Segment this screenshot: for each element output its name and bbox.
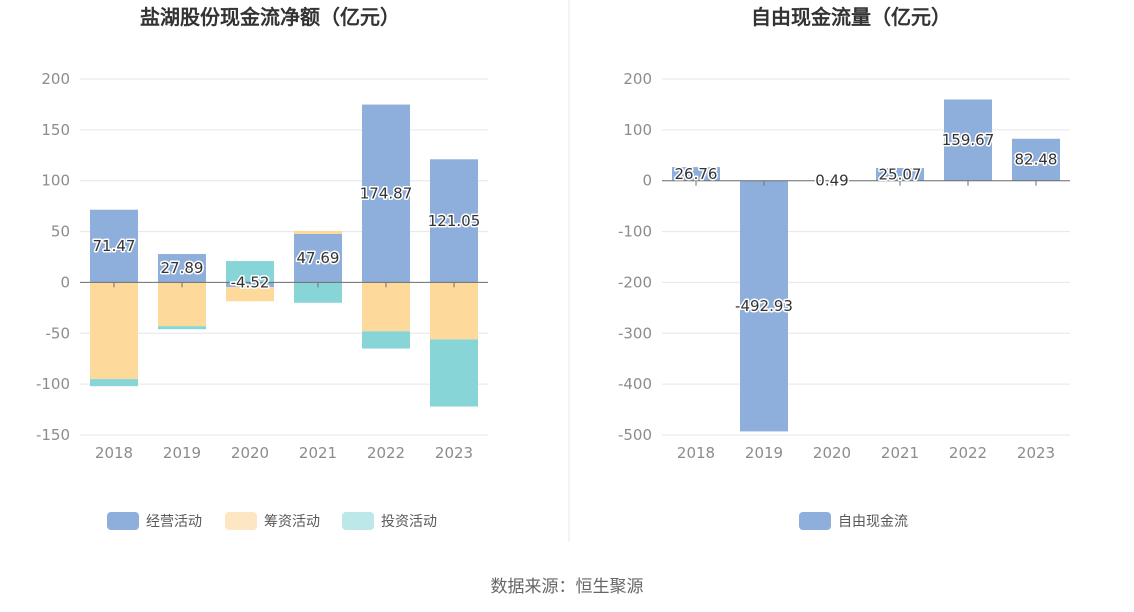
bar xyxy=(430,159,478,283)
x-tick-label: 2020 xyxy=(813,444,851,462)
x-tick-label: 2022 xyxy=(949,444,987,462)
bar xyxy=(740,180,788,432)
x-tick-label: 2020 xyxy=(231,444,269,462)
legend-swatch xyxy=(225,512,257,530)
bar xyxy=(158,254,206,283)
bar xyxy=(1012,138,1060,181)
bar xyxy=(158,326,206,330)
bar xyxy=(158,282,206,327)
bar xyxy=(90,282,138,380)
x-tick-label: 2021 xyxy=(881,444,919,462)
y-tick-label: 200 xyxy=(623,70,652,88)
bar xyxy=(430,282,478,340)
data-label: 0.49 xyxy=(815,172,848,190)
bar xyxy=(90,379,138,387)
y-tick-label: -200 xyxy=(618,273,652,291)
bar xyxy=(362,104,410,283)
bar xyxy=(362,282,410,332)
legend-swatch xyxy=(799,512,831,530)
x-tick-label: 2018 xyxy=(677,444,715,462)
y-tick-label: -150 xyxy=(36,426,70,444)
y-tick-label: -100 xyxy=(618,223,652,241)
data-label: 82.48 xyxy=(1015,151,1058,169)
free-cash-flow-chart: 200 100 0 -100 -200 -300 -400 -500 2018 2019 2020 2… xyxy=(618,70,1070,530)
y-tick-label: -50 xyxy=(46,324,71,342)
x-tick-label: 2023 xyxy=(435,444,473,462)
data-label: 47.69 xyxy=(297,249,340,267)
y-tick-label: -500 xyxy=(618,426,652,444)
data-label: 71.47 xyxy=(93,237,136,255)
bar xyxy=(876,167,924,181)
data-label: 174.87 xyxy=(360,184,413,202)
data-label: -492.93 xyxy=(735,297,793,315)
data-label: 159.67 xyxy=(942,131,995,149)
right-chart-title: 自由现金流量（亿元） xyxy=(751,5,951,29)
y-tick-label: -300 xyxy=(618,324,652,342)
y-tick-label: 150 xyxy=(41,121,70,139)
data-label: -4.52 xyxy=(231,273,270,291)
x-tick-label: 2019 xyxy=(163,444,201,462)
x-tick-label: 2023 xyxy=(1017,444,1055,462)
y-tick-label: 200 xyxy=(41,70,70,88)
bar xyxy=(90,209,138,283)
x-tick-label: 2021 xyxy=(299,444,337,462)
legend-swatch xyxy=(342,512,374,530)
x-tick-label: 2022 xyxy=(367,444,405,462)
legend-label: 自由现金流 xyxy=(838,514,908,530)
bar xyxy=(226,261,274,283)
y-tick-label: 50 xyxy=(51,223,70,241)
data-label: 26.76 xyxy=(675,165,718,183)
data-label: 121.05 xyxy=(428,212,481,230)
bar xyxy=(294,233,342,283)
data-label: 27.89 xyxy=(161,259,204,277)
y-tick-label: 100 xyxy=(41,172,70,190)
x-tick-label: 2018 xyxy=(95,444,133,462)
legend-label: 投资活动 xyxy=(381,514,437,530)
bar xyxy=(672,167,720,181)
bar xyxy=(226,287,274,302)
y-tick-label: 100 xyxy=(623,121,652,139)
x-tick-label: 2019 xyxy=(745,444,783,462)
bar xyxy=(294,230,342,234)
bar xyxy=(362,331,410,349)
cash-flow-net-chart: 200 150 100 50 0 -50 -100 -150 2018 2019 2020 2021 2… xyxy=(36,70,488,530)
bar xyxy=(294,282,342,303)
legend-swatch xyxy=(107,512,139,530)
y-tick-label: 0 xyxy=(60,273,70,291)
y-tick-label: -400 xyxy=(618,375,652,393)
y-tick-label: 0 xyxy=(642,172,652,190)
legend-label: 经营活动 xyxy=(146,514,202,530)
legend-label: 筹资活动 xyxy=(264,513,320,530)
bar xyxy=(430,339,478,407)
data-label: 25.07 xyxy=(879,165,922,183)
left-chart-title: 盐湖股份现金流净额（亿元） xyxy=(140,5,400,29)
bar xyxy=(944,99,992,181)
y-tick-label: -100 xyxy=(36,375,70,393)
data-source: 数据来源：恒生聚源 xyxy=(491,577,644,597)
